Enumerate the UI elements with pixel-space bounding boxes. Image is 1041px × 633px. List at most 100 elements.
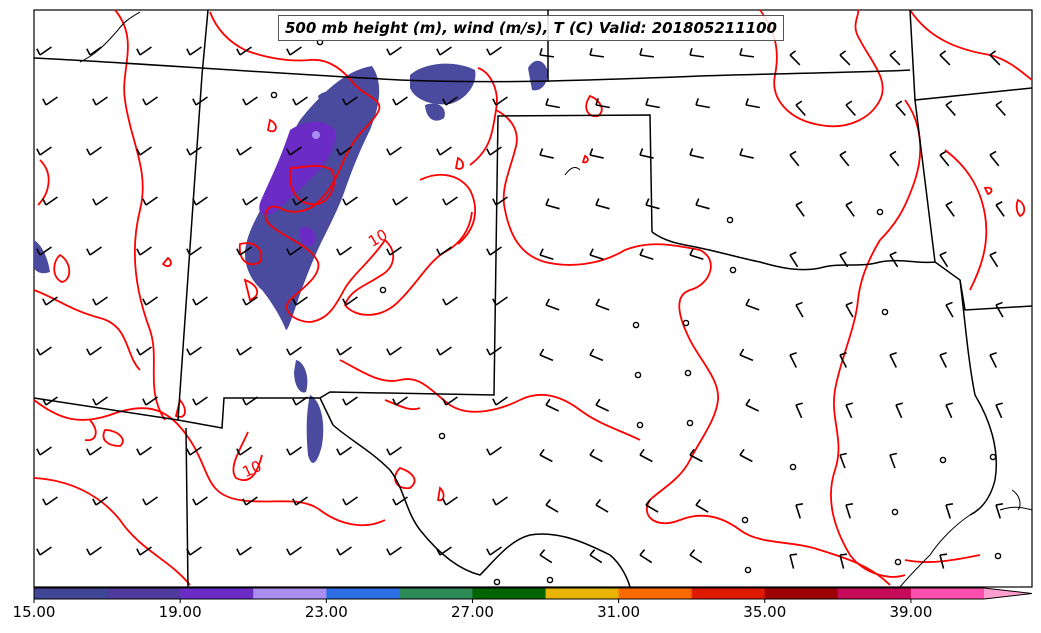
wind-barb-flag xyxy=(989,150,997,156)
wind-barb-flag xyxy=(192,498,197,506)
wind-barb-flag xyxy=(889,352,897,356)
wind-barb-icon xyxy=(139,546,152,556)
wind-barb-icon xyxy=(695,104,710,109)
wind-barb-icon xyxy=(345,296,358,306)
wind-barb-icon xyxy=(889,354,898,368)
calm-wind-circle-icon xyxy=(546,576,554,584)
wind-barb-flag xyxy=(236,248,241,256)
wind-barb-flag xyxy=(739,48,743,56)
wind-barb-flag xyxy=(889,452,898,456)
wind-barb-icon xyxy=(545,104,560,109)
wind-barb-icon xyxy=(445,96,458,106)
colorbar-swatch xyxy=(326,588,400,599)
wind-barb-flag xyxy=(845,402,853,406)
wind-barb-icon xyxy=(939,254,949,268)
calm-wind-circle-icon xyxy=(632,321,640,329)
wind-barb-icon xyxy=(589,254,604,261)
wind-barb-flag xyxy=(36,348,41,356)
wind-barb-flag xyxy=(486,148,491,156)
wind-barb-flag xyxy=(589,148,594,156)
wind-barb-flag xyxy=(589,48,593,56)
wind-barb-flag xyxy=(292,298,297,306)
wind-barb-flag xyxy=(86,548,91,556)
wind-barb-flag xyxy=(486,248,491,256)
wind-barb-icon xyxy=(95,196,108,206)
wind-barb-flag xyxy=(486,548,491,556)
wind-barb-flag xyxy=(436,148,441,156)
wind-barb-icon xyxy=(39,46,52,56)
wind-barb-flag xyxy=(336,548,341,556)
wind-barb-flag xyxy=(839,452,848,456)
wind-barb-flag xyxy=(186,48,191,56)
wind-barb-icon xyxy=(95,296,108,306)
wind-barb-icon xyxy=(139,46,152,56)
wind-barb-flag xyxy=(839,150,847,156)
wind-barb-flag xyxy=(845,201,853,206)
wind-barb-flag xyxy=(995,503,1004,506)
wind-barb-icon xyxy=(489,346,502,356)
wind-barb-flag xyxy=(845,301,853,306)
wind-barb-flag xyxy=(92,498,97,506)
wind-barb-flag xyxy=(995,201,1003,206)
wind-barb-icon xyxy=(39,246,52,256)
wind-barb-icon xyxy=(445,396,458,406)
wind-barb-icon xyxy=(689,454,703,463)
wind-barb-flag xyxy=(436,348,441,356)
wind-barb-icon xyxy=(389,446,402,456)
wind-barb-flag xyxy=(492,298,497,306)
wind-barb-flag xyxy=(545,398,551,406)
wind-barb-flag xyxy=(492,198,497,206)
wind-barb-flag xyxy=(839,352,847,356)
wind-barb-icon xyxy=(445,296,458,306)
wind-barb-flag xyxy=(386,448,391,456)
wind-barb-icon xyxy=(389,46,402,56)
calm-wind-circle-icon xyxy=(438,432,446,440)
wind-barb-flag xyxy=(845,100,853,106)
wind-barb-flag xyxy=(336,348,341,356)
wind-barb-flag xyxy=(36,548,41,556)
wind-barb-icon xyxy=(595,204,610,210)
wind-barb-icon xyxy=(295,196,308,206)
colorbar-outline xyxy=(33,587,1033,600)
wind-barb-icon xyxy=(739,154,754,159)
wind-barb-icon xyxy=(89,346,102,356)
temperature-contours xyxy=(33,9,1033,586)
wind-barb-icon xyxy=(945,404,953,419)
wind-barb-icon xyxy=(295,96,308,106)
wind-barb-flag xyxy=(392,198,397,206)
wind-barb-icon xyxy=(189,446,202,456)
wind-barb-icon xyxy=(339,546,352,556)
wind-barb-icon xyxy=(839,254,849,268)
wind-barb-flag xyxy=(92,298,97,306)
wind-barb-icon xyxy=(439,46,452,56)
wind-barb-icon xyxy=(339,446,352,456)
wind-barb-icon xyxy=(489,46,502,56)
wind-barb-flag xyxy=(695,98,699,106)
wind-barb-icon xyxy=(289,546,302,556)
wind-barb-icon xyxy=(795,104,806,116)
wind-barb-flag xyxy=(889,251,897,256)
wind-barb-flag xyxy=(695,499,701,506)
calm-wind-circle-icon xyxy=(881,308,889,316)
wind-barb-flag xyxy=(945,402,953,406)
wind-barb-flag xyxy=(589,248,594,256)
wind-barb-icon xyxy=(989,254,999,268)
wind-barb-flag xyxy=(939,150,947,156)
calm-wind-circle-icon xyxy=(939,456,947,464)
wind-barb-flag xyxy=(142,98,147,106)
wind-barb-flag xyxy=(442,198,447,206)
wind-barb-flag xyxy=(336,448,341,456)
wind-barb-flag xyxy=(36,148,41,156)
wind-barb-flag xyxy=(589,348,595,356)
wind-barb-flag xyxy=(689,48,693,56)
wind-barb-flag xyxy=(142,498,147,506)
wind-barb-icon xyxy=(295,396,308,406)
wind-barb-flag xyxy=(186,148,191,156)
wind-barb-flag xyxy=(745,98,749,106)
wind-barb-icon xyxy=(639,54,654,58)
wind-barb-icon xyxy=(889,154,900,167)
wind-barb-icon xyxy=(945,304,954,318)
wind-barb-flag xyxy=(292,198,297,206)
wind-barb-icon xyxy=(139,246,152,256)
colorbar-swatch xyxy=(618,588,693,599)
